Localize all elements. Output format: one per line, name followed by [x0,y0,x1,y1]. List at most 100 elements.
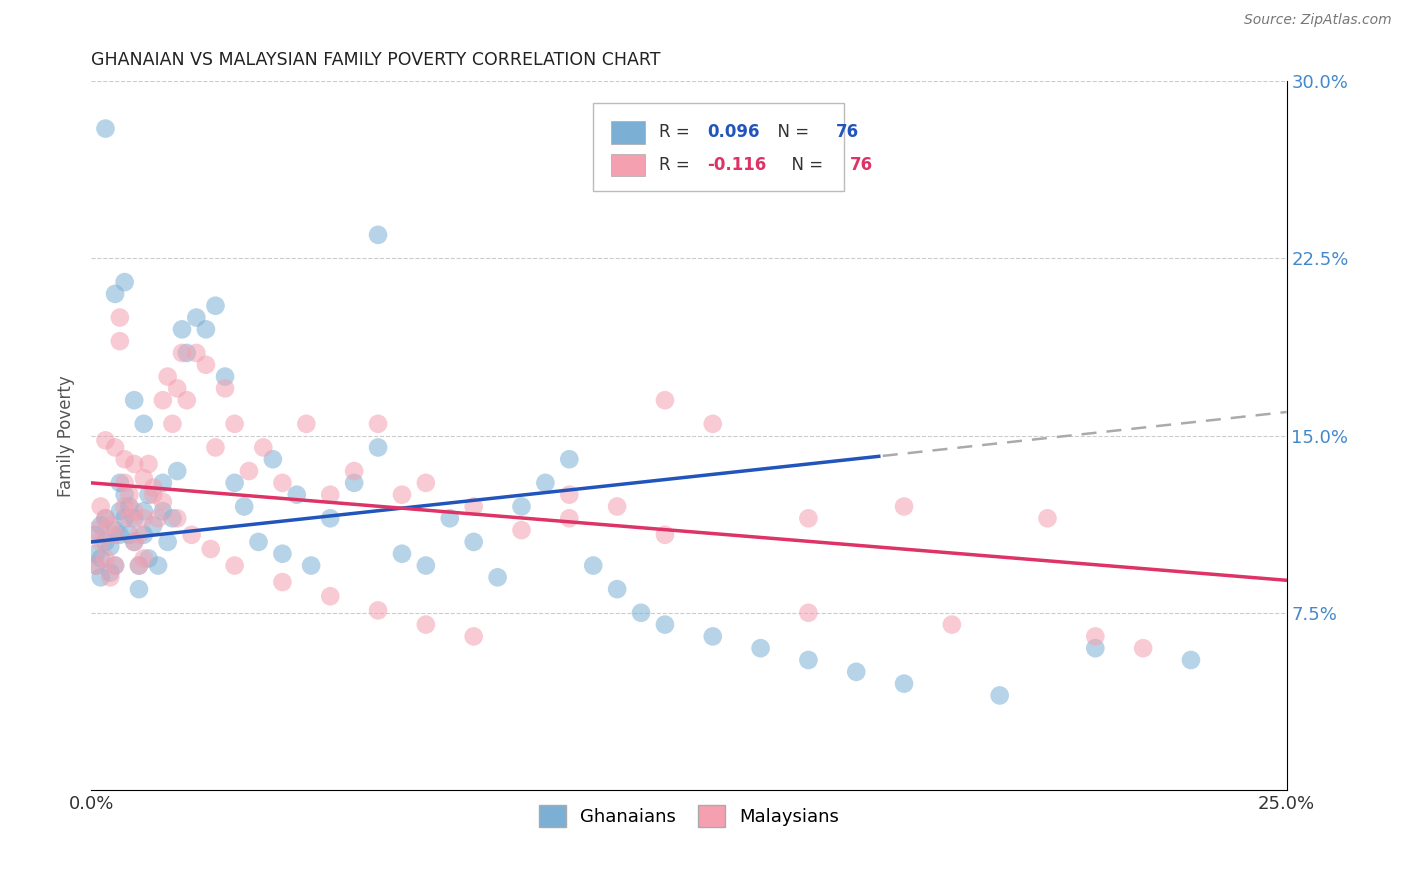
Point [98,540,121,554]
Point [128,528,150,542]
Text: GHANAIAN VS MALAYSIAN FAMILY POVERTY CORRELATION CHART: GHANAIAN VS MALAYSIAN FAMILY POVERTY COR… [91,51,661,69]
Point [98,518,121,533]
Point [104,441,127,455]
Bar [593,103,844,191]
Point [654,617,676,632]
Point [893,500,915,514]
Point [98,566,121,580]
Point [186,346,208,360]
Point [558,488,581,502]
Point [295,417,318,431]
Point [1132,641,1154,656]
Point [132,528,155,542]
Point [170,322,193,336]
Point [122,504,145,518]
Text: -0.116: -0.116 [707,156,766,174]
Point [299,558,322,573]
Point [582,558,605,573]
Point [941,617,963,632]
Point [194,322,217,336]
Point [606,582,628,596]
Point [94,511,117,525]
Point [367,417,389,431]
Point [84,523,107,537]
Point [1180,653,1202,667]
Point [122,535,145,549]
Bar [612,153,644,177]
Point [391,488,413,502]
Point [224,475,246,490]
Point [797,606,820,620]
Point [132,551,155,566]
Point [247,535,270,549]
Point [118,500,141,514]
Point [90,535,112,549]
Point [630,606,652,620]
Point [988,689,1011,703]
Point [271,547,294,561]
Point [94,511,117,525]
Text: 76: 76 [851,156,873,174]
Point [214,381,236,395]
Point [138,457,160,471]
Point [534,475,557,490]
Legend: Ghanaians, Malaysians: Ghanaians, Malaysians [531,797,846,834]
Point [104,528,127,542]
Point [1084,629,1107,643]
Point [415,558,437,573]
Point [319,589,342,603]
Point [90,570,112,584]
Point [146,511,169,525]
Point [114,511,136,525]
Point [204,299,226,313]
Point [271,575,294,590]
Point [1036,511,1059,525]
Point [391,547,413,561]
Point [845,665,868,679]
Point [132,504,155,518]
Point [94,551,117,566]
Point [142,481,165,495]
Point [114,500,136,514]
Point [702,417,724,431]
Text: N =: N = [780,156,828,174]
Point [84,558,107,573]
Point [510,500,533,514]
Point [104,558,127,573]
Point [108,528,131,542]
Point [252,441,274,455]
Point [166,511,188,525]
Text: N =: N = [766,123,814,141]
Text: 0.096: 0.096 [707,123,759,141]
Point [104,558,127,573]
Point [367,603,389,617]
Point [271,475,294,490]
Point [510,523,533,537]
Point [138,551,160,566]
Point [118,511,141,525]
Point [118,488,141,502]
Point [138,488,160,502]
Point [94,121,117,136]
Point [194,358,217,372]
Point [162,511,184,525]
Text: Source: ZipAtlas.com: Source: ZipAtlas.com [1244,13,1392,28]
Point [224,558,246,573]
Point [114,488,136,502]
Text: 76: 76 [837,123,859,141]
Point [108,475,131,490]
Point [90,551,112,566]
Point [166,381,188,395]
Point [415,475,437,490]
Y-axis label: Family Poverty: Family Poverty [58,375,75,497]
Point [132,511,155,525]
Point [439,511,461,525]
Point [224,417,246,431]
Point [122,511,145,525]
Point [156,369,179,384]
Point [122,535,145,549]
Point [146,558,169,573]
Point [90,518,112,533]
Point [343,475,366,490]
Point [94,434,117,448]
